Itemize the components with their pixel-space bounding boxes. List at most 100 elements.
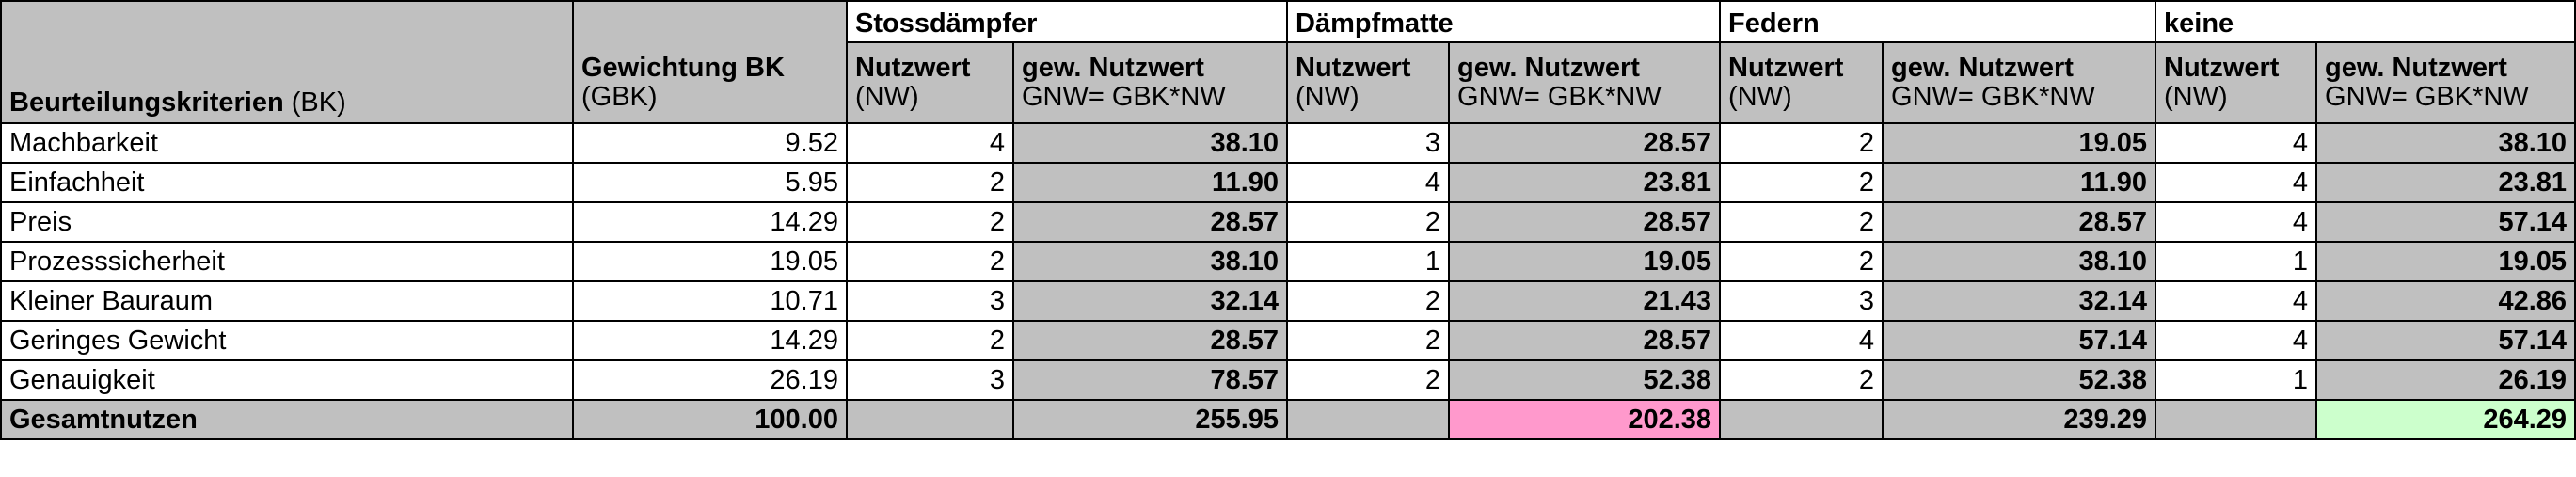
- nw-cell: 2: [846, 320, 1014, 361]
- nw-cell: 4: [2155, 320, 2318, 361]
- nw-cell: 2: [846, 201, 1014, 243]
- gnw-cell: 38.10: [2315, 122, 2576, 164]
- nw-cell: 4: [846, 122, 1014, 164]
- nw-cell: 2: [846, 162, 1014, 203]
- nw-cell: 1: [2155, 241, 2318, 282]
- criterion-cell: Geringes Gewicht: [0, 320, 574, 361]
- nw-cell: 2: [1286, 201, 1451, 243]
- gnw-cell: 57.14: [1882, 320, 2157, 361]
- weight-cell: 14.29: [572, 201, 848, 243]
- total-nw-empty: [1286, 399, 1451, 440]
- total-nw-empty: [2155, 399, 2318, 440]
- weight-cell: 14.29: [572, 320, 848, 361]
- gnw-cell: 28.57: [1448, 122, 1722, 164]
- criterion-cell: Einfachheit: [0, 162, 574, 203]
- weight-header-top: [572, 0, 848, 42]
- criteria-header-cell: Beurteilungskriterien (BK): [0, 0, 574, 124]
- weight-cell: 9.52: [572, 122, 848, 164]
- nutzwert-abbr-2: (NW): [1286, 82, 1451, 124]
- nw-cell: 2: [1286, 359, 1451, 401]
- nutzwert-header-4: Nutzwert: [2155, 41, 2318, 82]
- nw-cell: 2: [1719, 122, 1884, 164]
- total-gnw-keine: 264.29: [2315, 399, 2576, 440]
- criterion-cell: Kleiner Bauraum: [0, 280, 574, 322]
- gnw-cell: 38.10: [1011, 241, 1289, 282]
- nw-cell: 2: [846, 241, 1014, 282]
- nw-cell: 1: [2155, 359, 2318, 401]
- column-label-row: Gewichtung BK Nutzwert gew. Nutzwert Nut…: [1, 41, 2576, 82]
- gnw-cell: 32.14: [1882, 280, 2157, 322]
- weight-cell: 10.71: [572, 280, 848, 322]
- gnw-header-3: gew. Nutzwert: [1882, 41, 2157, 82]
- gnw-cell: 42.86: [2315, 280, 2576, 322]
- table-row: Preis 14.29 2 28.57 2 28.57 2 28.57 4 57…: [0, 201, 2576, 243]
- gnw-cell: 57.14: [2315, 320, 2576, 361]
- weight-cell: 5.95: [572, 162, 848, 203]
- variant-header-row: Beurteilungskriterien (BK) Stossdämpfer …: [0, 0, 2576, 124]
- nutzwert-header-3: Nutzwert: [1719, 41, 1884, 82]
- nw-cell: 4: [1286, 162, 1451, 203]
- gnw-cell: 19.05: [2315, 241, 2576, 282]
- gnw-cell: 52.38: [1882, 359, 2157, 401]
- gnw-cell: 78.57: [1011, 359, 1289, 401]
- table-row: Kleiner Bauraum 10.71 3 32.14 2 21.43 3 …: [0, 280, 2576, 322]
- total-gnw-daempfmatte: 202.38: [1448, 399, 1722, 440]
- total-gnw-federn: 239.29: [1882, 399, 2157, 440]
- gnw-cell: 38.10: [1011, 122, 1289, 164]
- gnw-header-4: gew. Nutzwert: [2315, 41, 2576, 82]
- gnw-cell: 28.57: [1448, 320, 1722, 361]
- gnw-cell: 28.57: [1011, 320, 1289, 361]
- gnw-header-2: gew. Nutzwert: [1448, 41, 1722, 82]
- nutzwert-abbr-3: (NW): [1719, 82, 1884, 124]
- table-row: Genauigkeit 26.19 3 78.57 2 52.38 2 52.3…: [0, 359, 2576, 401]
- evaluation-table: Beurteilungskriterien (BK) Stossdämpfer …: [0, 0, 2576, 440]
- weight-header-abbr: (GBK): [572, 82, 848, 124]
- total-row: Gesamtnutzen 100.00 255.95 202.38 239.29…: [0, 399, 2576, 440]
- nw-cell: 4: [2155, 280, 2318, 322]
- gnw-header-1: gew. Nutzwert: [1011, 41, 1289, 82]
- gnw-cell: 28.57: [1448, 201, 1722, 243]
- nutzwert-header-1: Nutzwert: [846, 41, 1014, 82]
- weight-cell: 26.19: [572, 359, 848, 401]
- table-row: Machbarkeit 9.52 4 38.10 3 28.57 2 19.05…: [0, 122, 2576, 164]
- nw-cell: 4: [1719, 320, 1884, 361]
- gnw-cell: 23.81: [2315, 162, 2576, 203]
- gnw-cell: 19.05: [1448, 241, 1722, 282]
- total-nw-empty: [846, 399, 1014, 440]
- nw-cell: 4: [2155, 162, 2318, 203]
- nw-cell: 4: [2155, 122, 2318, 164]
- criterion-cell: Preis: [0, 201, 574, 243]
- nw-cell: 2: [1719, 162, 1884, 203]
- gnw-cell: 38.10: [1882, 241, 2157, 282]
- nw-cell: 1: [1286, 241, 1451, 282]
- total-gnw-stossdaempfer: 255.95: [1011, 399, 1289, 440]
- nw-cell: 2: [1719, 359, 1884, 401]
- gnw-cell: 11.90: [1011, 162, 1289, 203]
- criterion-cell: Machbarkeit: [0, 122, 574, 164]
- total-weight: 100.00: [572, 399, 848, 440]
- nw-cell: 2: [1719, 201, 1884, 243]
- nw-cell: 2: [1719, 241, 1884, 282]
- table-row: Prozesssicherheit 19.05 2 38.10 1 19.05 …: [0, 241, 2576, 282]
- nw-cell: 3: [1719, 280, 1884, 322]
- variant-header-federn: Federn: [1719, 0, 2157, 43]
- column-abbr-row: (GBK) (NW) GNW= GBK*NW (NW) GNW= GBK*NW …: [1, 82, 2576, 124]
- variant-header-daempfmatte: Dämpfmatte: [1286, 0, 1722, 43]
- nutzwert-header-2: Nutzwert: [1286, 41, 1451, 82]
- variant-header-keine: keine: [2155, 0, 2576, 43]
- nw-cell: 2: [1286, 280, 1451, 322]
- nw-cell: 2: [1286, 320, 1451, 361]
- gnw-cell: 52.38: [1448, 359, 1722, 401]
- gnw-cell: 28.57: [1011, 201, 1289, 243]
- nutzwert-abbr-4: (NW): [2155, 82, 2318, 124]
- gnw-formula-1: GNW= GBK*NW: [1011, 82, 1289, 124]
- gnw-cell: 21.43: [1448, 280, 1722, 322]
- gnw-cell: 19.05: [1882, 122, 2157, 164]
- table-row: Geringes Gewicht 14.29 2 28.57 2 28.57 4…: [0, 320, 2576, 361]
- variant-header-stossdaempfer: Stossdämpfer: [845, 0, 1289, 43]
- criterion-cell: Genauigkeit: [0, 359, 574, 401]
- gnw-formula-2: GNW= GBK*NW: [1448, 82, 1722, 124]
- nutzwert-abbr-1: (NW): [846, 82, 1014, 124]
- total-label: Gesamtnutzen: [0, 399, 574, 440]
- nw-cell: 4: [2155, 201, 2318, 243]
